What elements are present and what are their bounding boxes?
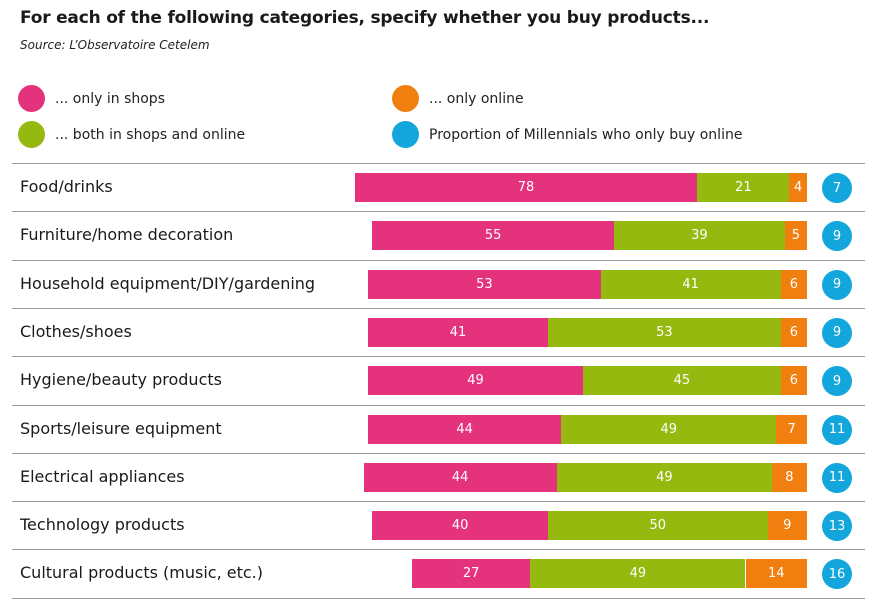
bar-segment-shops: 53	[368, 269, 601, 299]
bar-segment-online: 6	[780, 269, 807, 299]
bar-row: Clothes/shoes 41 53 6 9	[12, 307, 865, 357]
bar-row: Hygiene/beauty products 49 45 6 9	[12, 356, 865, 405]
legend-dot-millennials	[392, 121, 419, 148]
bar-segment-online: 6	[780, 317, 807, 347]
bar-segment-both: 49	[530, 559, 746, 589]
legend-label-both: ... both in shops and online	[55, 126, 246, 143]
bar-row: Furniture/home decoration 55 39 5 9	[12, 211, 865, 260]
bar-segment-both: 49	[556, 462, 772, 492]
bar-row: Cultural products (music, etc.) 27 49 14 16	[12, 549, 865, 600]
bar-segment-shops: 44	[363, 462, 557, 492]
bar-segment-both: 21	[697, 173, 790, 202]
millennials-badge: 9	[822, 221, 852, 252]
bar-row: Household equipment/DIY/gardening 53 41 6 9	[12, 259, 865, 309]
bar-segment-both: 49	[561, 414, 777, 444]
bar-row: Electrical appliances 44 49 8 11	[12, 452, 865, 502]
legend-label-millennials: Proportion of Millennials who only buy o…	[429, 126, 743, 143]
bar-segment-shops: 44	[368, 414, 562, 444]
bar-segment-shops: 49	[368, 366, 584, 396]
bar-segment-shops: 27	[411, 559, 531, 589]
bar-segment-both: 53	[548, 317, 781, 347]
bar-segment-online: 9	[767, 511, 807, 541]
category-label: Food/drinks	[20, 177, 113, 196]
chart-title: For each of the following categories, sp…	[20, 8, 710, 28]
legend-dot-shops	[18, 85, 45, 112]
millennials-badge: 9	[822, 317, 852, 348]
legend-item-online: ... only online	[392, 85, 524, 112]
legend-dot-both	[18, 121, 45, 148]
bar-segment-shops: 41	[368, 317, 548, 347]
bar-segment-online: 14	[745, 559, 807, 589]
category-label: Household equipment/DIY/gardening	[20, 273, 316, 293]
legend-label-shops: ... only in shops	[55, 90, 165, 107]
bar-row: Sports/leisure equipment 44 49 7 11	[12, 404, 865, 454]
millennials-badge: 9	[822, 269, 852, 300]
bar-segment-both: 50	[548, 511, 768, 541]
bar-segment-online: 8	[771, 462, 807, 492]
category-label: Cultural products (music, etc.)	[20, 563, 264, 583]
bar-segment-online: 7	[776, 414, 807, 444]
bar-segment-both: 41	[600, 269, 781, 299]
bar-segment-both: 39	[613, 221, 785, 251]
millennials-badge: 7	[822, 173, 852, 203]
category-label: Technology products	[20, 515, 185, 535]
legend-item-shops: ... only in shops	[18, 85, 165, 112]
millennials-badge: 9	[822, 366, 852, 397]
bar-segment-online: 5	[785, 221, 807, 251]
category-label: Sports/leisure equipment	[20, 418, 222, 438]
legend-item-both: ... both in shops and online	[18, 121, 245, 148]
category-label: Clothes/shoes	[20, 321, 132, 341]
millennials-badge: 16	[822, 559, 852, 590]
legend-item-millennials: Proportion of Millennials who only buy o…	[392, 121, 742, 148]
bar-row: Food/drinks 78 21 4 7	[12, 163, 865, 212]
millennials-badge: 13	[822, 511, 852, 542]
category-label: Hygiene/beauty products	[20, 370, 222, 390]
bar-segment-online: 6	[780, 366, 807, 396]
bar-segment-shops: 40	[372, 511, 548, 541]
millennials-badge: 11	[822, 462, 852, 493]
category-label: Electrical appliances	[20, 466, 185, 486]
bar-segment-online: 4	[789, 173, 807, 202]
legend-dot-online	[392, 85, 419, 112]
category-label: Furniture/home decoration	[20, 225, 234, 245]
bar-segment-both: 45	[583, 366, 781, 396]
millennials-badge: 11	[822, 414, 852, 445]
bar-segment-shops: 55	[372, 221, 614, 251]
chart-source: Source: L’Observatoire Cetelem	[20, 38, 210, 52]
bar-segment-shops: 78	[354, 173, 698, 202]
bar-row: Technology products 40 50 9 13	[12, 501, 865, 550]
legend-label-online: ... only online	[429, 90, 524, 107]
